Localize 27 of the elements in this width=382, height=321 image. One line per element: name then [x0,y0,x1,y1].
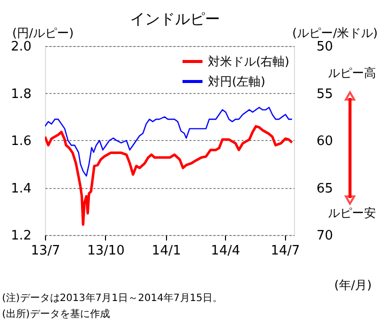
x-tick-label: 14/7 [270,244,300,258]
line-series [45,106,293,177]
y-tick-label: 1.8 [10,86,32,102]
y2-tick-label: 50 [316,40,334,54]
line-series [45,125,294,226]
text: (注)データは2013年7月1日～2014年7月15日。 [2,292,223,304]
y2-tick-label: 65 [316,181,334,196]
x-tick-label: 14/1 [152,244,181,258]
x-axis-title: (年/月) [334,278,372,292]
y-axis-title: (円/ルピー) [12,26,74,40]
text: (出所)データを基に作成 [2,308,110,320]
y-tick-label: 2.0 [10,40,32,54]
y-tick-label: 1.4 [10,181,32,196]
legend-label: 対円(左軸) [208,74,266,88]
y2-tick-label: 60 [316,134,334,149]
x-tick-label: 13/7 [30,244,60,258]
y-tick-label: 1.2 [10,228,32,244]
legend-label: 対米ドル(右軸) [208,54,290,68]
text: ルピー高 [328,66,376,80]
y2-tick-label: 55 [316,86,334,102]
text: ルピー安 [328,206,376,220]
y2-axis-title: (ルピー/米ドル) [292,26,378,40]
x-tick-label: 13/10 [87,244,125,258]
y2-tick-label: 70 [316,228,334,244]
chart-title: インドルピー [130,10,220,28]
x-tick-label: 14/4 [210,244,240,258]
y-tick-label: 1.6 [10,134,32,149]
